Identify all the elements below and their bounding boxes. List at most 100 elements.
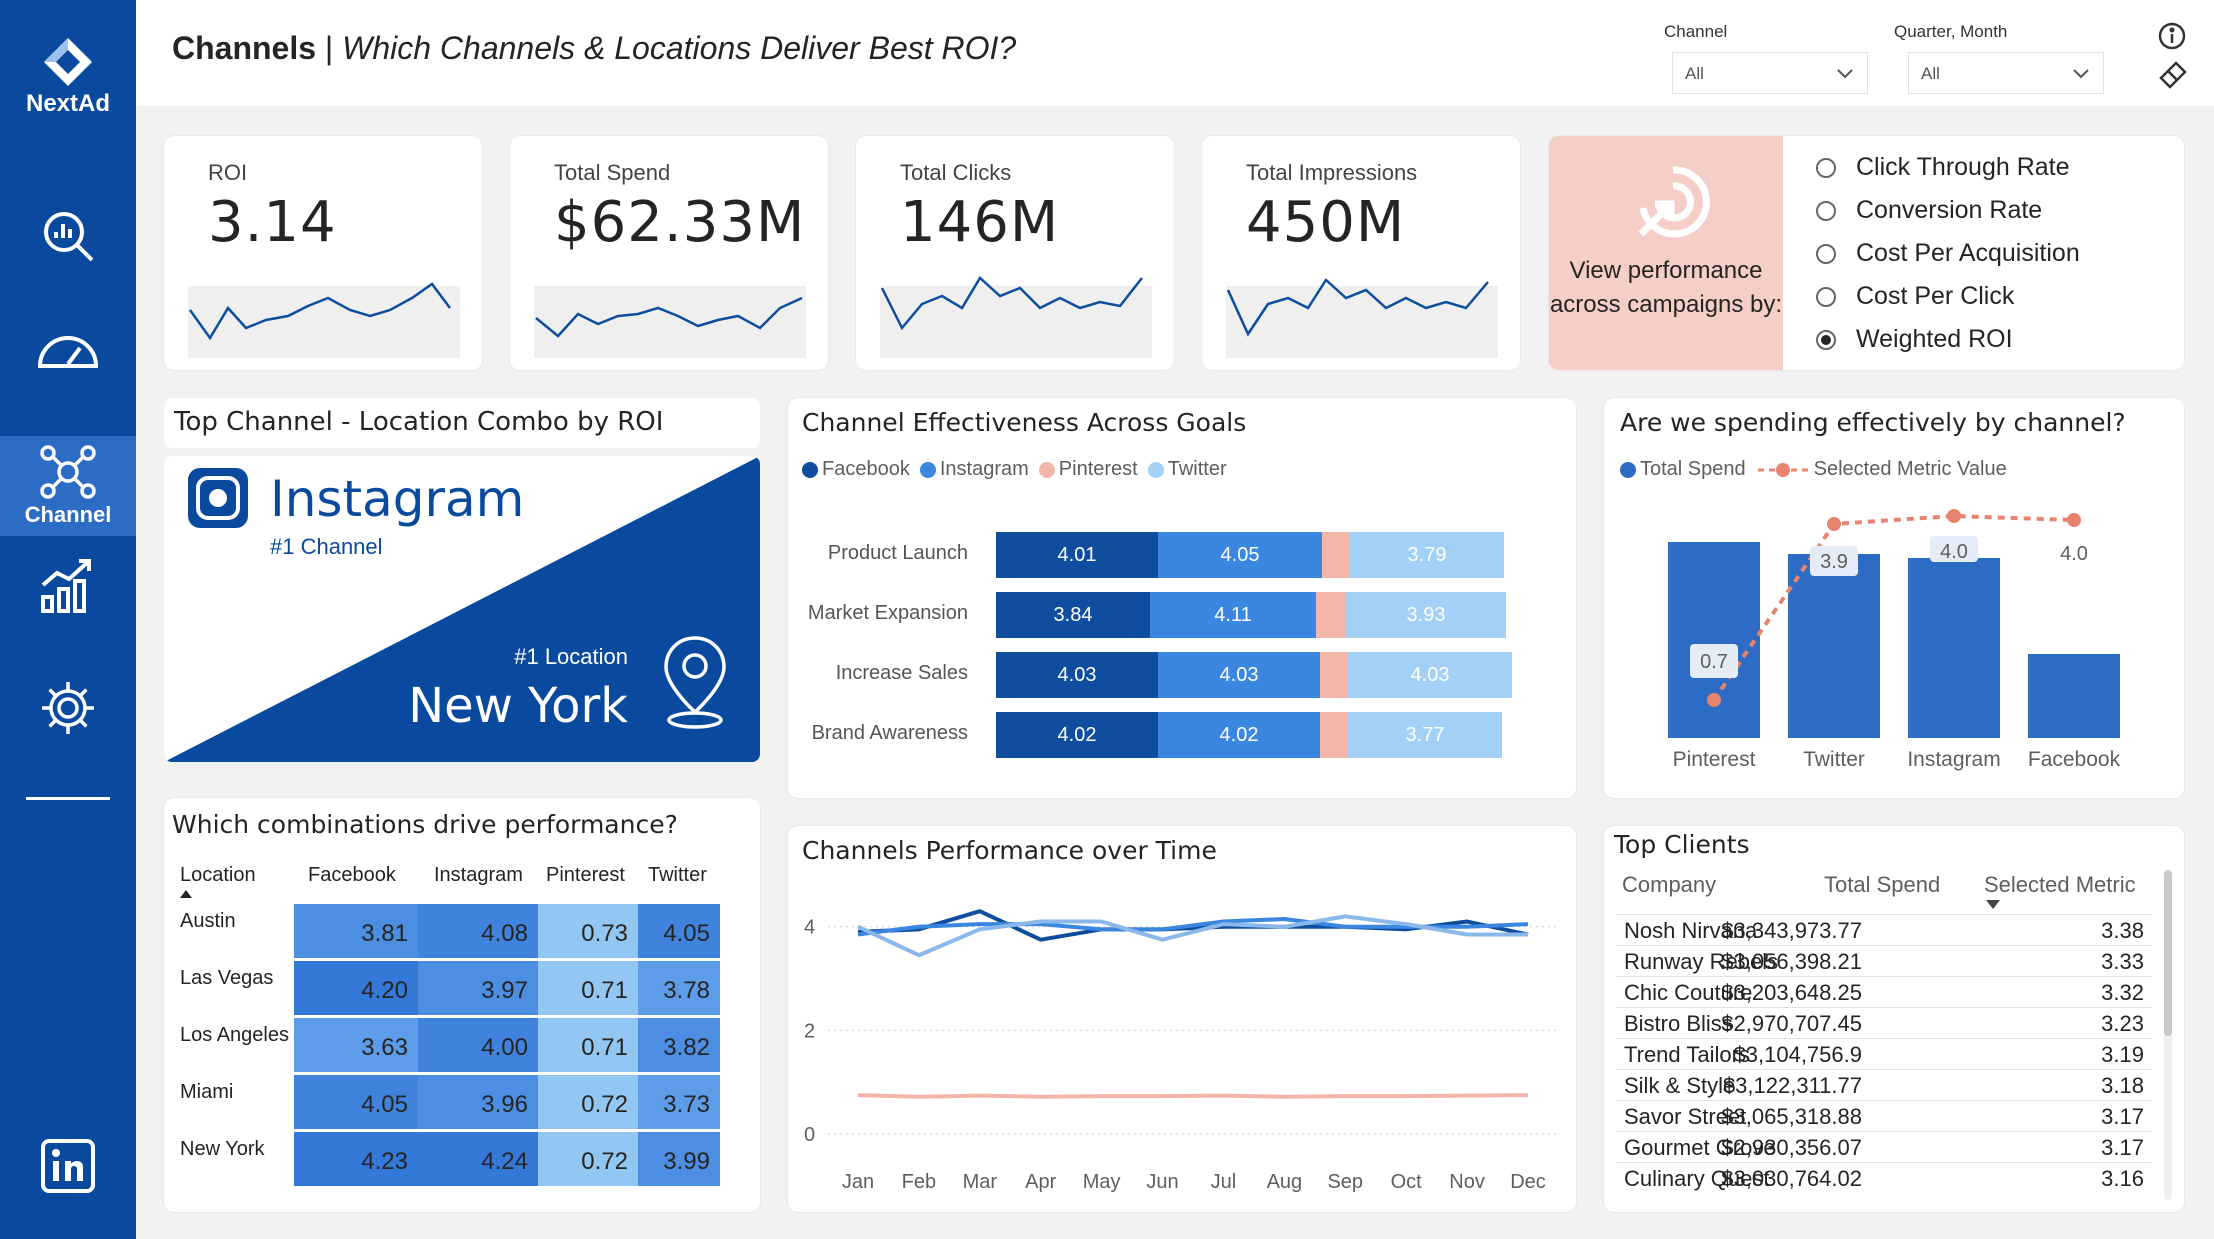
- legend-item-twitter[interactable]: Twitter: [1147, 458, 1227, 481]
- clients-col-header-metric[interactable]: Selected Metric: [1984, 872, 2136, 897]
- client-spend: $3,030,764.02: [1721, 1166, 1862, 1191]
- heatmap-cell[interactable]: 4.05: [294, 1075, 418, 1129]
- bar-segment-pinterest[interactable]: [1320, 652, 1348, 698]
- table-row[interactable]: Savor Street $3,065,318.88 3.17: [1616, 1100, 2152, 1131]
- heatmap-col-header[interactable]: Instagram: [434, 864, 523, 886]
- radio-option-ctr[interactable]: Click Through Rate: [1816, 146, 2080, 189]
- clients-col-header-spend[interactable]: Total Spend: [1824, 872, 1941, 897]
- legend-item-instagram[interactable]: Instagram: [919, 458, 1029, 481]
- heatmap-row-label: Los Angeles: [180, 1024, 289, 1046]
- bar-segment-instagram[interactable]: 4.05: [1158, 532, 1322, 578]
- search-chart-icon: [44, 212, 94, 262]
- heatmap-cell[interactable]: 3.96: [418, 1075, 538, 1129]
- client-company: Runway Rebels: [1624, 949, 1779, 974]
- top-channel-name: Instagram: [270, 470, 525, 528]
- table-row[interactable]: Gourmet Grove $2,930,356.07 3.17: [1616, 1131, 2152, 1162]
- heatmap-cell[interactable]: 3.97: [418, 961, 538, 1015]
- table-row[interactable]: Nosh Nirvana $3,343,973.77 3.38: [1616, 914, 2152, 945]
- header-bar: Channels | Which Channels & Locations De…: [136, 0, 2214, 106]
- kpi-label: Total Clicks: [900, 160, 1012, 185]
- table-row[interactable]: Silk & Style $3,122,311.77 3.18: [1616, 1069, 2152, 1100]
- client-metric: 3.17: [2101, 1104, 2144, 1129]
- top-channel-caption: #1 Channel: [270, 534, 383, 559]
- kpi-sparkline: [880, 276, 1152, 358]
- scrollbar-thumb[interactable]: [2164, 870, 2172, 1036]
- eraser-icon[interactable]: [2158, 60, 2188, 90]
- client-spend: $3,104,756.9: [1733, 1042, 1862, 1067]
- radio-option-conversion[interactable]: Conversion Rate: [1816, 189, 2080, 232]
- radio-button[interactable]: [1816, 243, 1836, 264]
- legend-item-pinterest[interactable]: Pinterest: [1038, 458, 1138, 481]
- bar-segment-twitter[interactable]: 3.93: [1346, 592, 1506, 638]
- heatmap-cell[interactable]: 3.81: [294, 904, 418, 958]
- radio-option-weighted-roi[interactable]: Weighted ROI: [1816, 318, 2080, 361]
- heatmap-cell[interactable]: 3.78: [638, 961, 720, 1015]
- heatmap-cell[interactable]: 0.72: [538, 1132, 638, 1186]
- scrollbar-track[interactable]: [2164, 870, 2172, 1200]
- radio-button[interactable]: [1816, 286, 1836, 307]
- radio-button[interactable]: [1816, 157, 1836, 178]
- sidebar-item-channel[interactable]: Channel: [0, 436, 136, 536]
- channel-slicer[interactable]: All: [1672, 52, 1868, 94]
- sidebar-item-analytics[interactable]: [0, 186, 136, 286]
- bar-segment-instagram[interactable]: 4.11: [1150, 592, 1316, 638]
- table-row[interactable]: Runway Rebels $3,056,398.21 3.33: [1616, 945, 2152, 976]
- info-icon[interactable]: [2158, 22, 2186, 50]
- table-row[interactable]: Chic Couture $3,203,648.25 3.32: [1616, 976, 2152, 1007]
- table-row[interactable]: Bistro Bliss $2,970,707.45 3.23: [1616, 1007, 2152, 1038]
- heatmap-cell[interactable]: 4.23: [294, 1132, 418, 1186]
- heatmap-cell[interactable]: 4.05: [638, 904, 720, 958]
- heatmap-cell[interactable]: 4.08: [418, 904, 538, 958]
- bar-segment-pinterest[interactable]: [1320, 712, 1348, 758]
- clients-col-header-company[interactable]: Company: [1622, 872, 1717, 897]
- sidebar-item-growth[interactable]: [0, 536, 136, 636]
- legend-item-facebook[interactable]: Facebook: [802, 458, 910, 481]
- bar-segment-pinterest[interactable]: [1316, 592, 1346, 638]
- x-tick-label: Oct: [1391, 1171, 1423, 1193]
- brand-logo[interactable]: NextAd: [0, 36, 136, 118]
- spending-card: Are we spending effectively by channel? …: [1604, 398, 2184, 798]
- radio-button-selected[interactable]: [1816, 329, 1836, 350]
- bar-segment-twitter[interactable]: 3.79: [1350, 532, 1504, 578]
- legend-dot: [1147, 461, 1164, 478]
- sidebar-item-linkedin[interactable]: [0, 1116, 136, 1216]
- heatmap-col-header-location[interactable]: Location: [180, 864, 256, 886]
- heatmap-cell[interactable]: 4.20: [294, 961, 418, 1015]
- legend-item-total-spend[interactable]: Total Spend: [1620, 458, 1746, 481]
- legend-item-metric[interactable]: Selected Metric Value: [1756, 458, 2007, 481]
- bar-segment-instagram[interactable]: 4.03: [1158, 652, 1320, 698]
- period-slicer[interactable]: All: [1908, 52, 2104, 94]
- heatmap-cell[interactable]: 0.72: [538, 1075, 638, 1129]
- table-row[interactable]: Trend Tailors $3,104,756.9 3.19: [1616, 1038, 2152, 1069]
- bar-segment-pinterest[interactable]: [1322, 532, 1350, 578]
- heatmap-cell[interactable]: 3.99: [638, 1132, 720, 1186]
- heatmap-cell[interactable]: 4.24: [418, 1132, 538, 1186]
- heatmap-cell[interactable]: 4.00: [418, 1018, 538, 1072]
- heatmap-col-header[interactable]: Facebook: [308, 864, 396, 886]
- client-metric: 3.17: [2101, 1135, 2144, 1160]
- sidebar-item-settings[interactable]: [0, 658, 136, 758]
- bar-segment-twitter[interactable]: 3.77: [1348, 712, 1502, 758]
- bar-segment-facebook[interactable]: 4.02: [996, 712, 1158, 758]
- table-row[interactable]: Culinary Quest $3,030,764.02 3.16: [1616, 1162, 2152, 1193]
- x-tick-label: Facebook: [2028, 748, 2121, 771]
- heatmap-cell[interactable]: 3.82: [638, 1018, 720, 1072]
- bar-segment-twitter[interactable]: 4.03: [1348, 652, 1512, 698]
- radio-button[interactable]: [1816, 200, 1836, 221]
- heatmap-cell[interactable]: 0.71: [538, 1018, 638, 1072]
- top-combo-title: Top Channel - Location Combo by ROI: [174, 407, 664, 437]
- heatmap-cell[interactable]: 0.71: [538, 961, 638, 1015]
- bar-segment-facebook[interactable]: 4.03: [996, 652, 1158, 698]
- bar-segment-facebook[interactable]: 3.84: [996, 592, 1150, 638]
- radio-option-cpc[interactable]: Cost Per Click: [1816, 275, 2080, 318]
- radio-option-cpa[interactable]: Cost Per Acquisition: [1816, 232, 2080, 275]
- heatmap-cell[interactable]: 3.73: [638, 1075, 720, 1129]
- sidebar-item-dashboard[interactable]: [0, 300, 136, 400]
- client-company: Nosh Nirvana: [1624, 918, 1758, 943]
- heatmap-col-header[interactable]: Pinterest: [546, 864, 625, 886]
- bar-segment-instagram[interactable]: 4.02: [1158, 712, 1320, 758]
- heatmap-cell[interactable]: 3.63: [294, 1018, 418, 1072]
- heatmap-cell[interactable]: 0.73: [538, 904, 638, 958]
- heatmap-col-header[interactable]: Twitter: [648, 864, 707, 886]
- bar-segment-facebook[interactable]: 4.01: [996, 532, 1158, 578]
